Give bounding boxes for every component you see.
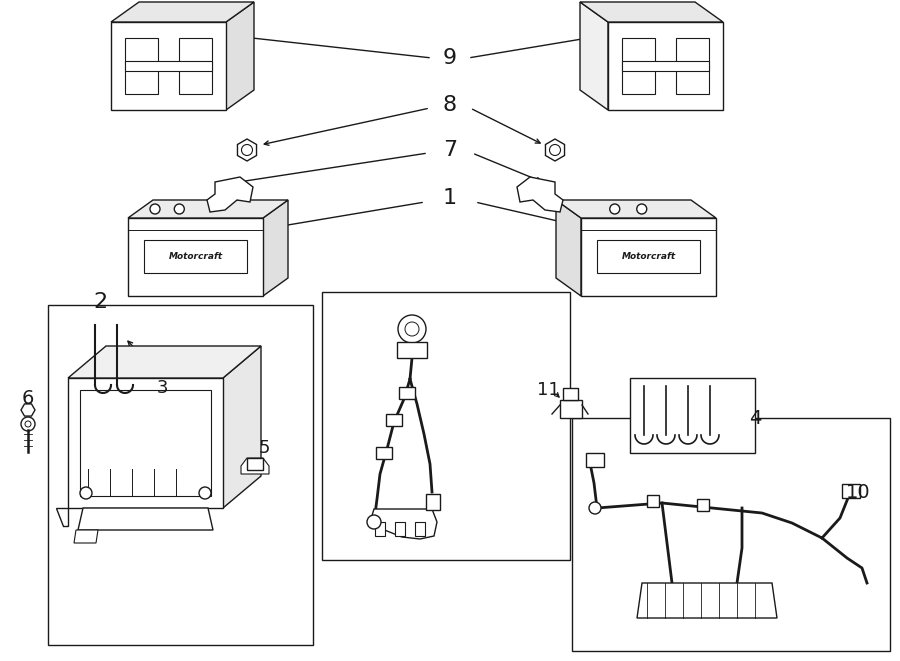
Polygon shape — [21, 404, 35, 416]
Circle shape — [175, 204, 184, 214]
Bar — [415, 522, 425, 536]
Polygon shape — [545, 139, 564, 161]
Text: 10: 10 — [846, 483, 870, 502]
Polygon shape — [78, 508, 213, 530]
Text: 6: 6 — [22, 389, 34, 407]
Polygon shape — [74, 530, 98, 543]
Polygon shape — [111, 22, 226, 110]
Text: 1: 1 — [443, 188, 457, 208]
Bar — [647, 495, 659, 507]
Bar — [376, 447, 392, 459]
Circle shape — [405, 322, 419, 336]
Polygon shape — [637, 583, 777, 618]
Text: 5: 5 — [258, 439, 270, 457]
Bar — [399, 387, 415, 399]
Text: 8: 8 — [443, 95, 457, 115]
Bar — [80, 390, 211, 496]
Circle shape — [610, 204, 620, 214]
Bar — [563, 388, 578, 400]
Polygon shape — [128, 200, 288, 218]
Bar — [630, 378, 755, 453]
Polygon shape — [581, 218, 716, 296]
Bar — [676, 38, 709, 94]
Bar — [572, 418, 890, 651]
Bar — [68, 378, 223, 508]
Circle shape — [21, 417, 35, 431]
Bar — [426, 494, 440, 510]
Bar — [179, 38, 212, 94]
Text: Motorcraft: Motorcraft — [168, 252, 222, 260]
Polygon shape — [580, 2, 723, 22]
Bar — [560, 400, 582, 418]
Bar — [697, 499, 709, 511]
Bar — [125, 38, 158, 94]
Circle shape — [199, 487, 211, 499]
Polygon shape — [370, 509, 437, 539]
Circle shape — [367, 515, 381, 529]
Text: 3: 3 — [157, 379, 167, 397]
Polygon shape — [580, 2, 608, 110]
Text: Motorcraft: Motorcraft — [621, 252, 676, 260]
Text: 2: 2 — [93, 292, 107, 312]
Polygon shape — [56, 508, 68, 526]
Bar — [622, 61, 709, 71]
Circle shape — [398, 315, 426, 343]
Bar — [144, 240, 247, 272]
Polygon shape — [111, 2, 254, 22]
Circle shape — [150, 204, 160, 214]
Text: 4: 4 — [749, 408, 761, 428]
Text: 7: 7 — [443, 140, 457, 160]
Polygon shape — [263, 200, 288, 296]
Bar — [586, 453, 604, 467]
Polygon shape — [238, 139, 256, 161]
Polygon shape — [241, 458, 269, 474]
Circle shape — [550, 145, 561, 155]
Bar — [842, 484, 860, 498]
Text: 9: 9 — [443, 48, 457, 68]
Bar — [386, 414, 402, 426]
Bar — [395, 522, 405, 536]
Circle shape — [637, 204, 647, 214]
Bar — [48, 305, 313, 645]
Bar — [598, 240, 700, 272]
Polygon shape — [226, 2, 254, 110]
Polygon shape — [608, 22, 723, 110]
Polygon shape — [223, 346, 261, 508]
Circle shape — [80, 487, 92, 499]
Bar — [397, 342, 427, 358]
Bar — [622, 38, 655, 94]
Bar — [375, 522, 385, 536]
Polygon shape — [556, 200, 581, 296]
Circle shape — [241, 145, 253, 155]
Text: 11: 11 — [536, 381, 560, 399]
Polygon shape — [207, 177, 253, 212]
Circle shape — [25, 421, 31, 427]
Bar — [247, 458, 263, 470]
Bar — [125, 61, 212, 71]
Polygon shape — [128, 218, 263, 296]
Bar — [322, 292, 570, 560]
Polygon shape — [556, 200, 716, 218]
Polygon shape — [517, 177, 563, 212]
Circle shape — [589, 502, 601, 514]
Polygon shape — [68, 346, 261, 378]
